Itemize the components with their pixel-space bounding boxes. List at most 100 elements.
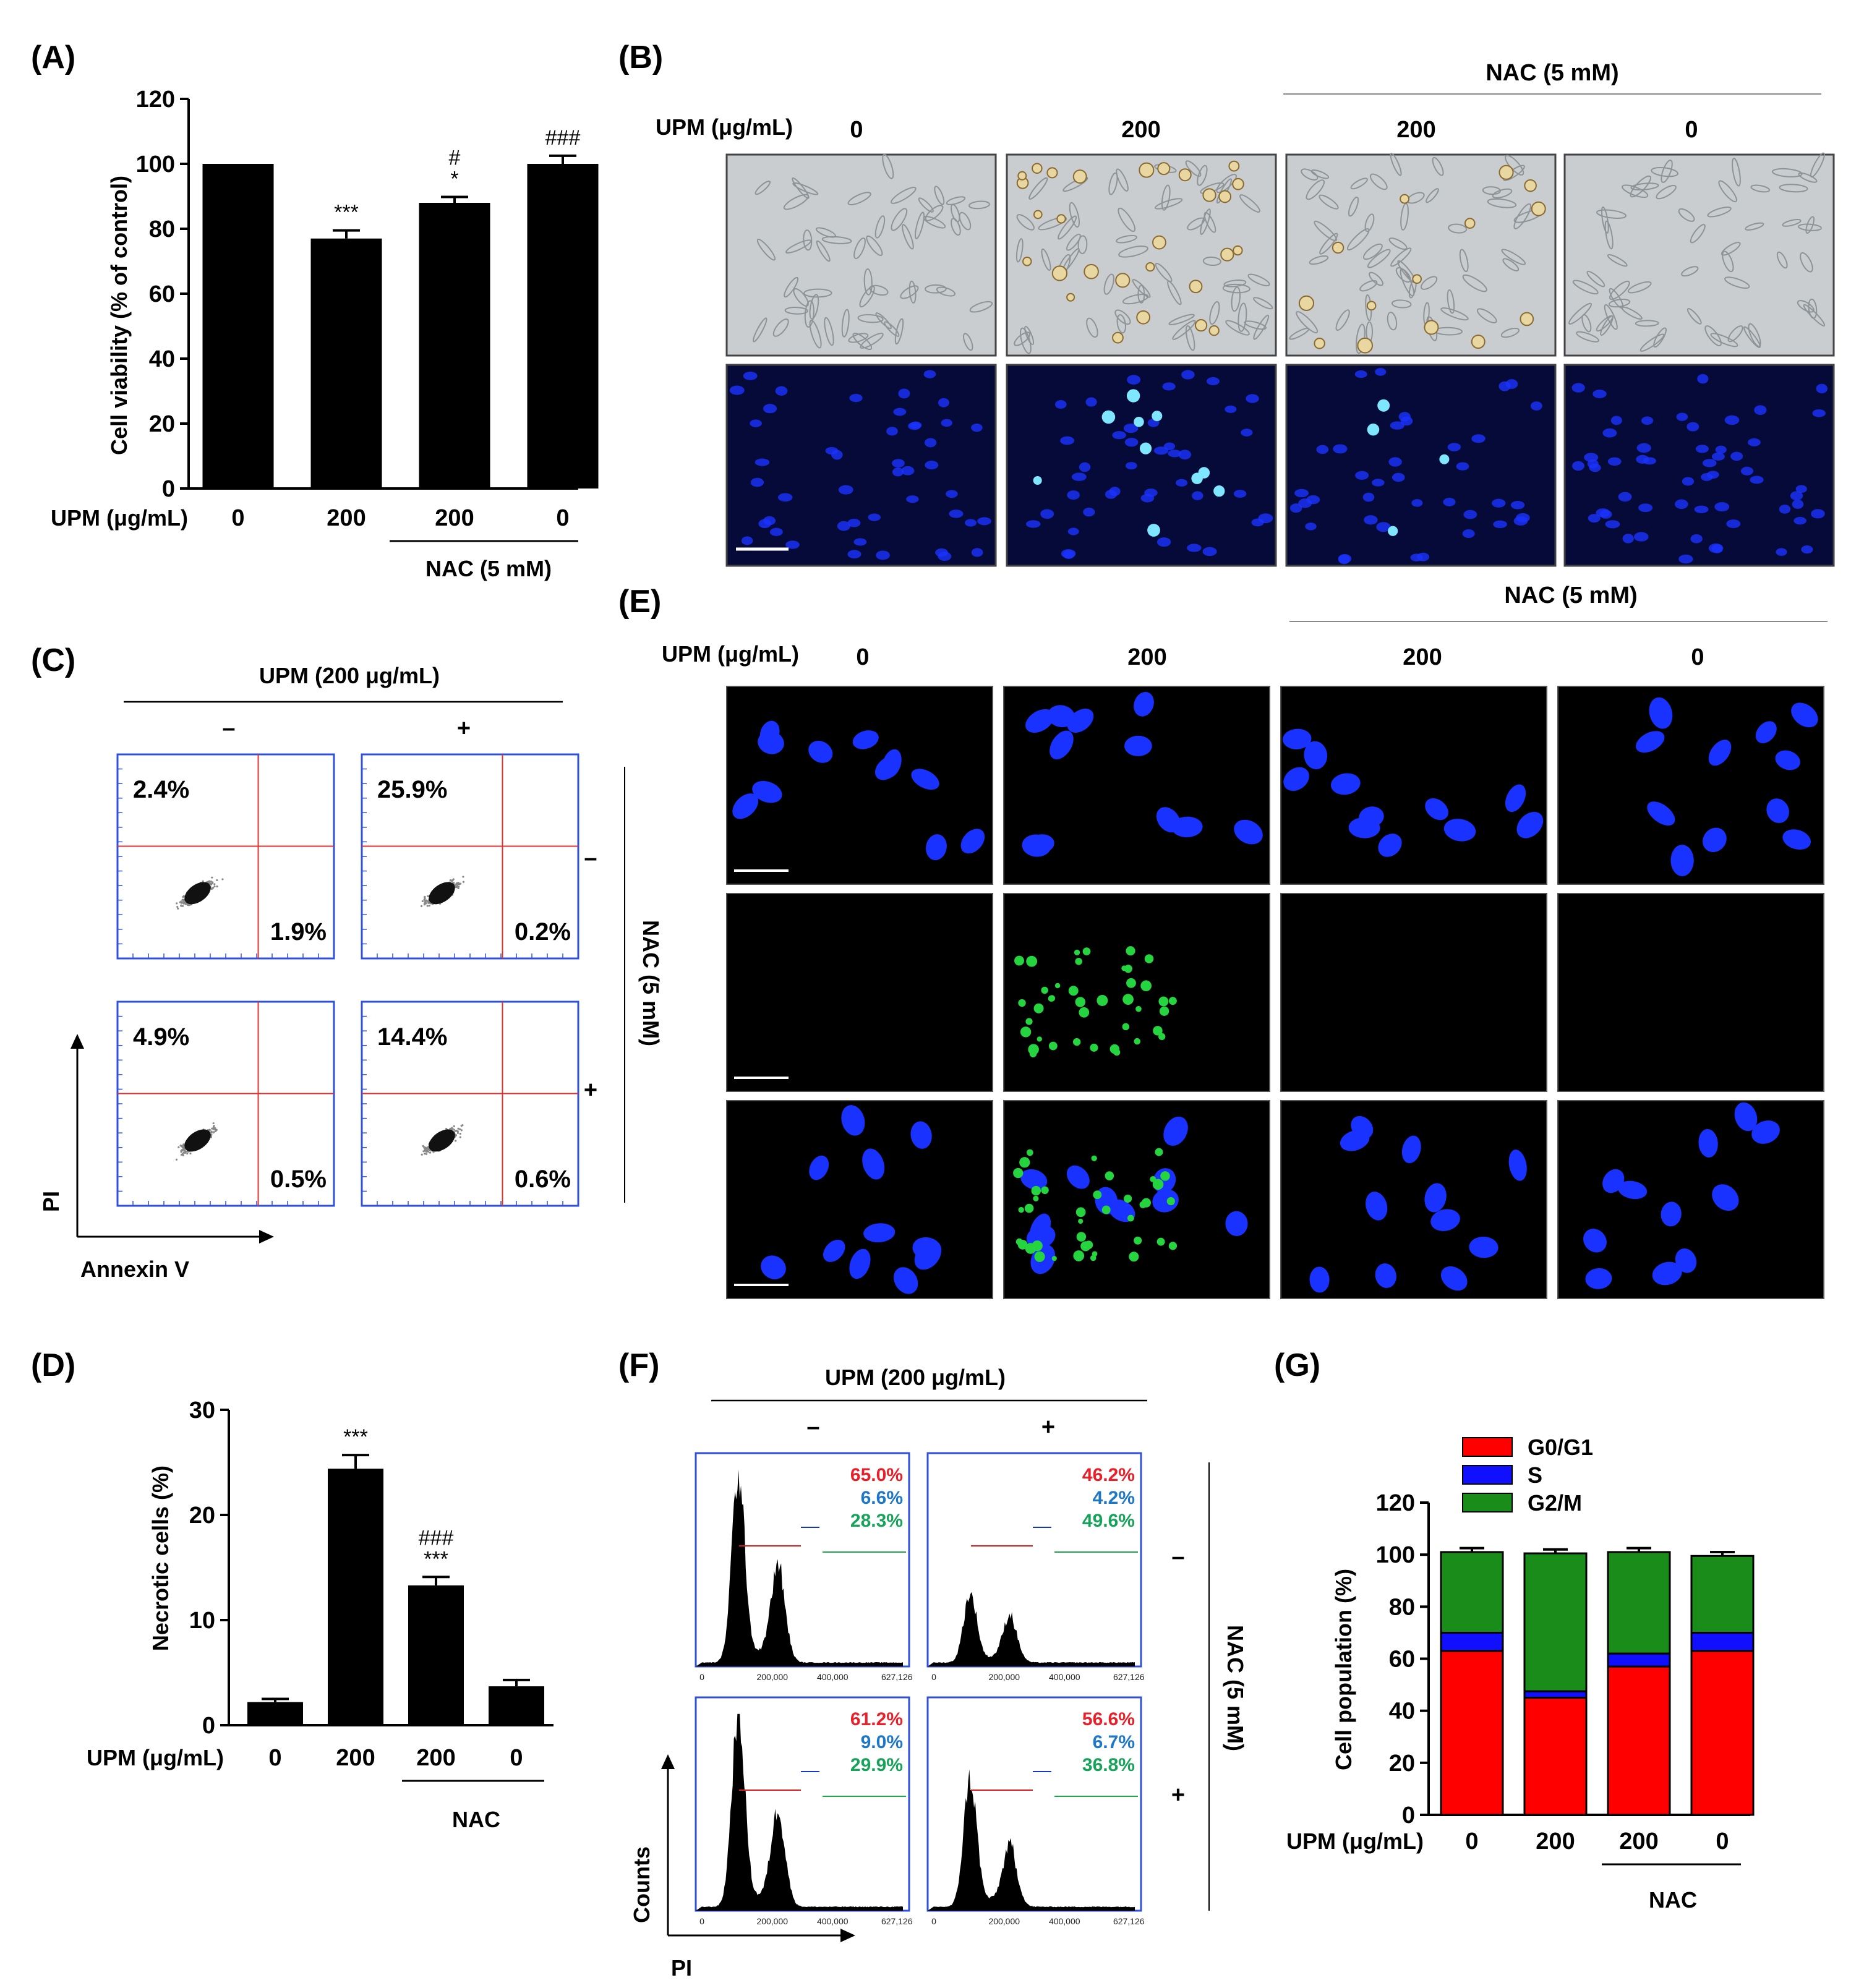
panel-b-nucleus (1676, 412, 1688, 421)
panel-b-cell-shape (1185, 325, 1195, 351)
panel-g-xtick-label: 200 (1619, 1828, 1658, 1854)
panel-e-nucleus (1163, 1116, 1188, 1146)
panel-e-tunel-signal (1152, 1179, 1164, 1190)
panel-g-legend-swatch (1462, 1493, 1513, 1512)
panel-b-nucleus (1388, 457, 1402, 467)
panel-e-nucleus (1348, 817, 1380, 838)
panel-b-nucleus (1571, 383, 1585, 393)
panel-b-cell-shape (1710, 333, 1738, 348)
panel-b-nucleus (1083, 507, 1095, 517)
panel-f-minus: – (806, 1414, 819, 1440)
panel-c-plus: + (457, 715, 471, 741)
panel-b-cell-shape (1572, 279, 1599, 295)
panel-b-nucleus (1181, 370, 1195, 380)
panel-g-legend-label: S (1528, 1462, 1542, 1488)
panel-c-event (216, 879, 218, 882)
panel-e-nucleus (1661, 1201, 1682, 1227)
panel-b-nucleus (892, 459, 905, 468)
panel-g-bar-g2m (1440, 1551, 1504, 1634)
panel-b-cell-shape (1118, 207, 1136, 233)
panel-b-nucleus (1599, 510, 1612, 519)
panel-c-event (455, 1140, 457, 1142)
panel-e-nucleus (1751, 1120, 1780, 1144)
panel-b-cell-shape (891, 187, 917, 204)
panel-e-tunel-signal (1048, 1041, 1058, 1051)
panel-e-nucleus (1375, 1263, 1396, 1288)
panel-a-ylabel: Cell viability (% of control) (106, 176, 132, 455)
panel-g-ytick-label: 80 (1389, 1594, 1415, 1620)
panel-e-nucleus (1775, 750, 1800, 770)
panel-c-event (451, 1127, 453, 1129)
panel-c-event (208, 1128, 211, 1131)
panel-e-nucleus (912, 1237, 942, 1260)
panel-b-condensed-nucleus (1213, 485, 1225, 497)
panel-e-tunel-signal (1121, 965, 1127, 971)
panel-b-nucleus (1289, 503, 1302, 513)
panel-f-side-plus: + (1171, 1782, 1185, 1808)
panel-e-fluorescence-image (726, 893, 993, 1092)
panel-e-tunel-signal (1026, 955, 1038, 967)
panel-b-cell-shape (1596, 315, 1614, 332)
panel-b-nucleus (1714, 502, 1730, 512)
panel-b-cell-shape (809, 319, 822, 349)
panel-b-nucleus (743, 372, 758, 380)
panel-b-nucleus (1701, 472, 1713, 481)
panel-g-ytick-label: 0 (1402, 1802, 1415, 1828)
panel-b-cell-shape (1718, 180, 1737, 203)
panel-e-nucleus (1636, 731, 1665, 753)
panel-b-cell-shape (1390, 153, 1402, 176)
panel-b-nucleus (1695, 445, 1709, 453)
panel-b-nucleus (935, 548, 949, 557)
panel-b-cell-shape (1103, 273, 1114, 295)
panel-b-rounded-cell (1051, 265, 1068, 281)
panel-c-event (221, 878, 224, 881)
panel-b-cell-shape (1335, 309, 1350, 331)
panel-b-cell-shape (902, 224, 914, 250)
panel-b-cell-shape (918, 197, 934, 213)
panel-b-label: (B) (618, 40, 663, 75)
panel-b-cell-shape (1721, 242, 1741, 256)
panel-b-rounded-cell (1066, 292, 1075, 302)
panel-c-quadrant-ul-pct: 4.9% (133, 1023, 189, 1051)
panel-b-cell-shape (1244, 320, 1267, 330)
panel-b-cell-shape (1209, 301, 1220, 325)
panel-e-tunel-signal (1113, 1049, 1121, 1056)
panel-b-cell-shape (1058, 215, 1077, 240)
panel-b-nucleus (1792, 499, 1804, 510)
panel-c-event (424, 900, 427, 903)
panel-b-nucleus (847, 550, 861, 559)
panel-b-nucleus (1530, 401, 1542, 411)
panel-b-nucleus (908, 422, 921, 430)
panel-e-nac-label: NAC (5 mM) (1504, 582, 1637, 608)
panel-c-event-cluster (429, 1129, 455, 1152)
panel-b-cell-shape (1390, 247, 1412, 267)
panel-b-cell-shape (847, 192, 871, 206)
panel-e-nucleus (761, 1255, 786, 1279)
panel-e-nucleus (1602, 1169, 1625, 1193)
panel-e-tunel-signal (1079, 1007, 1090, 1018)
panel-g-nac-label: NAC (1649, 1887, 1697, 1913)
panel-b-cell-shape (863, 268, 873, 296)
panel-b-nucleus (825, 446, 839, 455)
panel-e-nucleus (1066, 1165, 1090, 1189)
panel-c-event (213, 885, 216, 888)
panel-b-cell-shape (882, 153, 894, 179)
panel-a-bar (419, 203, 490, 488)
panel-b-rounded-cell (1046, 167, 1058, 179)
panel-b-nucleus (1690, 534, 1703, 544)
panel-f-xtick-label: 200,000 (756, 1916, 788, 1926)
panel-b-nucleus (1711, 544, 1723, 553)
panel-e-tunel-signal (1168, 997, 1177, 1005)
panel-c-minus: – (222, 715, 235, 741)
panel-b-nucleus (876, 550, 890, 560)
panel-b-cell-shape (1062, 176, 1088, 192)
panel-b-cell-shape (756, 239, 776, 261)
panel-e-tunel-signal (1041, 986, 1048, 994)
panel-b-nucleus (868, 513, 881, 521)
panel-b-nucleus (775, 386, 788, 396)
panel-b-upm-label: UPM (μg/mL) (656, 114, 793, 140)
panel-c-event (182, 1151, 186, 1154)
panel-b-nucleus (1715, 445, 1727, 454)
panel-b-nucleus (1062, 550, 1075, 559)
panel-c-event (424, 1146, 427, 1150)
